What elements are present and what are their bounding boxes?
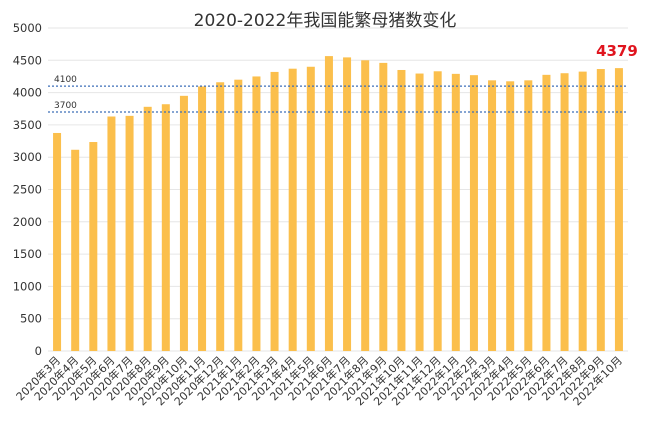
- chart-title: 2020-2022年我国能繁母猪数变化: [193, 11, 457, 31]
- bar: [53, 132, 62, 351]
- bar: [288, 68, 297, 351]
- bar: [270, 71, 279, 351]
- bar: [306, 66, 315, 351]
- highlight-label: 4379: [596, 42, 638, 60]
- bar: [542, 74, 551, 352]
- bar: [234, 79, 243, 352]
- bar: [433, 71, 442, 352]
- reference-line-label: 4100: [54, 75, 77, 85]
- bar: [71, 149, 80, 351]
- bar: [216, 82, 225, 351]
- y-tick-label: 0: [35, 344, 42, 358]
- bar: [469, 75, 478, 352]
- y-tick-label: 2000: [13, 215, 42, 229]
- bar: [397, 69, 406, 352]
- y-tick-label: 500: [20, 312, 42, 326]
- y-tick-label: 1500: [13, 247, 42, 261]
- bar: [415, 73, 424, 351]
- bar: [578, 71, 587, 351]
- bar: [107, 116, 116, 351]
- y-tick-label: 2500: [13, 183, 42, 197]
- bar: [125, 115, 134, 351]
- bar: [506, 81, 515, 352]
- bar: [324, 56, 333, 351]
- bar: [361, 60, 370, 352]
- y-tick-label: 3500: [13, 118, 42, 132]
- bar: [379, 62, 388, 351]
- y-tick-label: 1000: [13, 279, 42, 293]
- y-tick-label: 4000: [13, 86, 42, 100]
- bar: [343, 57, 352, 351]
- bar: [451, 73, 460, 351]
- y-tick-label: 5000: [13, 21, 42, 35]
- y-tick-label: 4500: [13, 53, 42, 67]
- bar: [89, 142, 98, 351]
- bar: [596, 69, 605, 352]
- bar: [143, 106, 152, 351]
- bar: [560, 73, 569, 351]
- bar: [161, 104, 170, 351]
- y-tick-label: 3000: [13, 150, 42, 164]
- bar: [488, 80, 497, 352]
- bar: [614, 68, 623, 351]
- reference-line-label: 3700: [54, 101, 77, 111]
- bar: [198, 86, 207, 351]
- bar: [252, 76, 261, 351]
- bar: [179, 95, 188, 351]
- bar: [524, 80, 533, 352]
